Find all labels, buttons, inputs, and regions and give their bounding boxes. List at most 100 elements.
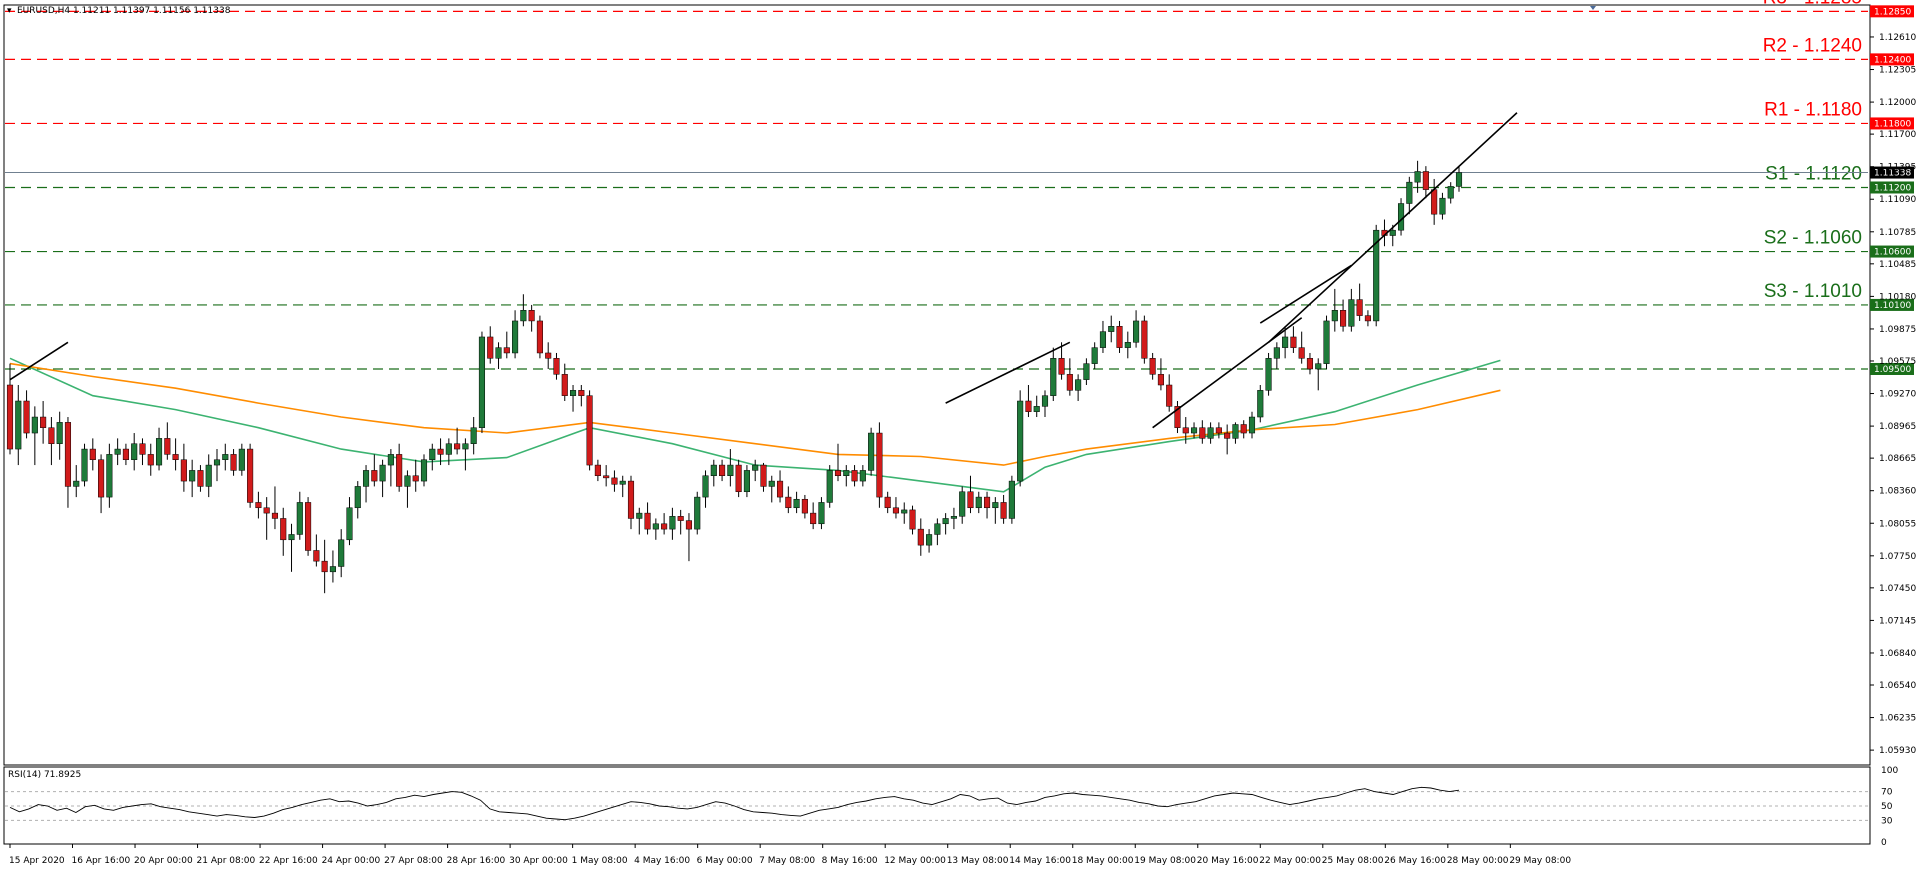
candle-bear (810, 512, 817, 525)
time-tick-label: 20 May 16:00 (1197, 856, 1259, 866)
time-tick-label: 27 Apr 08:00 (384, 856, 443, 866)
candle-bull (1091, 347, 1098, 364)
candle-bear (164, 438, 171, 455)
candle-bear (1066, 374, 1073, 391)
candle-bear (247, 448, 254, 503)
time-tick-label: 19 May 08:00 (1134, 856, 1196, 866)
candle-bear (983, 496, 991, 509)
candle-bull (1282, 336, 1289, 348)
price-tick-label: 1.11090 (1879, 195, 1916, 205)
candle-bull (338, 539, 345, 567)
candle-bull (296, 502, 303, 535)
price-tick-label: 1.10180 (1879, 292, 1916, 302)
candle-bear (644, 512, 651, 530)
rsi-plot-frame (3, 766, 1871, 845)
candle-bear (1174, 406, 1181, 428)
candle-bear (1431, 189, 1438, 215)
candle-bear (801, 498, 808, 514)
candle-bull (131, 443, 138, 460)
trendline (1259, 264, 1352, 324)
price-tick-label: 1.06540 (1879, 681, 1916, 691)
candle-bull (1008, 480, 1015, 519)
candle-bear (1215, 427, 1222, 434)
candle-bull (1133, 320, 1140, 343)
time-tick-label: 21 Apr 08:00 (197, 856, 256, 866)
candle-bear (180, 459, 187, 482)
candle-bull (1397, 203, 1405, 231)
level-label-R1: R1 - 1.1180 (1764, 99, 1862, 120)
candle-bear (611, 477, 618, 485)
price-tick-label: 1.08665 (1879, 454, 1916, 464)
time-tick-label: 28 May 00:00 (1447, 856, 1509, 866)
candle-bull (520, 310, 527, 322)
candle-bear (40, 416, 47, 428)
current-price-tag-text: 1.11338 (1874, 169, 1911, 179)
level-price-tag (1870, 117, 1914, 130)
candle-bear (603, 475, 610, 479)
time-tick-label: 30 Apr 00:00 (509, 856, 568, 866)
candle-bear (280, 518, 287, 541)
trendline (945, 341, 1071, 404)
price-tick-label: 1.12305 (1879, 66, 1916, 76)
price-tick-label: 1.09270 (1879, 390, 1916, 400)
candle-bull (1455, 172, 1463, 187)
candle-bull (1414, 171, 1421, 183)
candle-bear (1290, 336, 1297, 348)
candle-bear (1182, 427, 1189, 434)
candle-bear (172, 454, 179, 460)
candle-bear (876, 432, 883, 498)
candle-bear (594, 464, 601, 476)
rsi-axis-label: 30 (1881, 816, 1893, 826)
candle-bear (735, 464, 742, 493)
candle-bear (371, 470, 378, 482)
candle-bull (189, 470, 196, 482)
time-tick-label: 1 May 08:00 (572, 856, 628, 866)
candle-bear (1157, 374, 1164, 386)
candle-bull (934, 523, 941, 535)
candle-bear (1306, 358, 1314, 370)
time-tick-label: 26 May 16:00 (1384, 856, 1446, 866)
rsi-axis-label: 50 (1881, 802, 1893, 812)
candle-bear (139, 443, 146, 455)
rsi-layer: 100 70 50 30 0 (5, 6, 1898, 848)
candle-bear (1298, 347, 1305, 359)
level-price-tag-text: 1.12850 (1874, 7, 1911, 17)
candle-bear (917, 528, 924, 546)
candle-bull (768, 480, 775, 487)
level-price-tag (1870, 362, 1914, 375)
candle-bull (710, 464, 717, 476)
price-tick-label: 1.07750 (1879, 552, 1916, 562)
time-tick-label: 16 Apr 16:00 (72, 856, 131, 866)
candle-bear (23, 400, 30, 434)
dropdown-arrow-icon[interactable]: ▾ (7, 6, 12, 16)
rsi-line (9, 786, 1460, 821)
time-tick-label: 25 May 08:00 (1322, 856, 1384, 866)
candle-bull (569, 390, 577, 396)
candle-bull (1389, 229, 1396, 236)
rsi-axis-label: 100 (1881, 766, 1898, 776)
candle-bull (155, 438, 163, 466)
candle-bear (1058, 358, 1065, 375)
level-label-S2: S2 - 1.1060 (1764, 228, 1862, 249)
candle-bull (478, 336, 486, 428)
candle-bear (677, 516, 684, 521)
price-tick-label: 1.05930 (1879, 746, 1916, 756)
candle-bear (89, 448, 96, 460)
candle-bull (1083, 363, 1090, 380)
candle-bear (553, 358, 560, 375)
price-tick-label: 1.07145 (1879, 616, 1916, 626)
price-tick-label: 1.09575 (1879, 357, 1916, 367)
candle-bull (868, 432, 875, 471)
candle-bull (15, 400, 22, 450)
candle-bull (1315, 363, 1322, 370)
candle-bear (545, 352, 552, 359)
candle-bear (147, 454, 154, 466)
candle-bull (213, 459, 221, 466)
candle-bull (942, 518, 949, 525)
candle-bear (685, 520, 693, 530)
candle-bull (205, 464, 212, 487)
shift-marker-icon (1590, 6, 1596, 10)
candle-bull (1439, 197, 1446, 215)
time-tick-label: 29 May 08:00 (1509, 856, 1571, 866)
